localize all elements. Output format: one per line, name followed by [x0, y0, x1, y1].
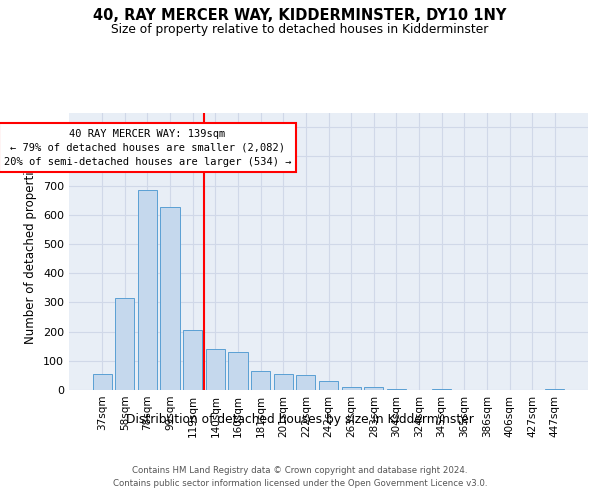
Bar [296, 376, 316, 390]
Bar [387, 388, 406, 390]
Bar [432, 388, 451, 390]
Text: Contains HM Land Registry data © Crown copyright and database right 2024.
Contai: Contains HM Land Registry data © Crown c… [113, 466, 487, 487]
Text: 40 RAY MERCER WAY: 139sqm
← 79% of detached houses are smaller (2,082)
20% of se: 40 RAY MERCER WAY: 139sqm ← 79% of detac… [4, 128, 291, 166]
Bar [251, 371, 270, 390]
Bar [115, 298, 134, 390]
Bar [206, 349, 225, 390]
Y-axis label: Number of detached properties: Number of detached properties [25, 158, 37, 344]
Bar [92, 374, 112, 390]
Bar [364, 387, 383, 390]
Text: 40, RAY MERCER WAY, KIDDERMINSTER, DY10 1NY: 40, RAY MERCER WAY, KIDDERMINSTER, DY10 … [94, 8, 506, 22]
Bar [545, 388, 565, 390]
Bar [138, 190, 157, 390]
Bar [160, 208, 180, 390]
Bar [274, 374, 293, 390]
Bar [341, 387, 361, 390]
Bar [229, 352, 248, 390]
Text: Size of property relative to detached houses in Kidderminster: Size of property relative to detached ho… [112, 22, 488, 36]
Bar [319, 381, 338, 390]
Text: Distribution of detached houses by size in Kidderminster: Distribution of detached houses by size … [126, 412, 474, 426]
Bar [183, 330, 202, 390]
